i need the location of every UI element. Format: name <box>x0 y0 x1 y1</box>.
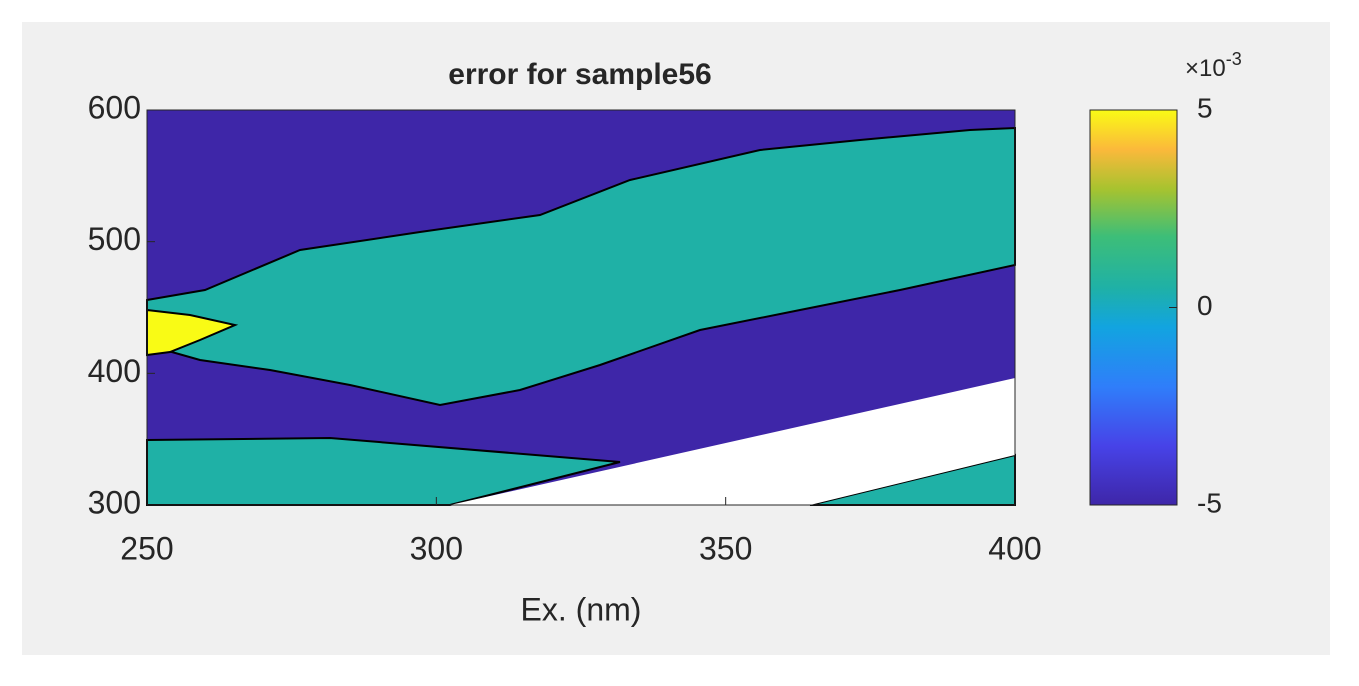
x-axis-label: Ex. (nm) <box>521 591 642 627</box>
exponent: -3 <box>1226 49 1242 69</box>
contour-region <box>146 126 1016 407</box>
x-tick-label: 250 <box>120 530 173 566</box>
y-tick-label: 300 <box>88 484 141 520</box>
x-tick-label: 300 <box>410 530 463 566</box>
colorbar-multiplier: ×10-3 <box>1185 49 1242 83</box>
colorbar-tick-label: -5 <box>1197 487 1222 518</box>
x-tick-label: 400 <box>988 530 1041 566</box>
axes-box <box>146 109 1016 506</box>
y-tick-label: 600 <box>88 89 141 125</box>
no-data-region <box>450 378 1015 505</box>
chart-title: error for sample56 <box>448 58 711 91</box>
y-tick-label: 500 <box>88 221 141 257</box>
colorbar-tick-label: 5 <box>1197 92 1213 123</box>
y-tick-label: 400 <box>88 353 141 389</box>
x-tick-label: 350 <box>699 530 752 566</box>
multiplier: ×10 <box>1185 55 1226 82</box>
colorbar <box>1089 109 1178 506</box>
colorbar-tick-label: 0 <box>1197 290 1213 321</box>
